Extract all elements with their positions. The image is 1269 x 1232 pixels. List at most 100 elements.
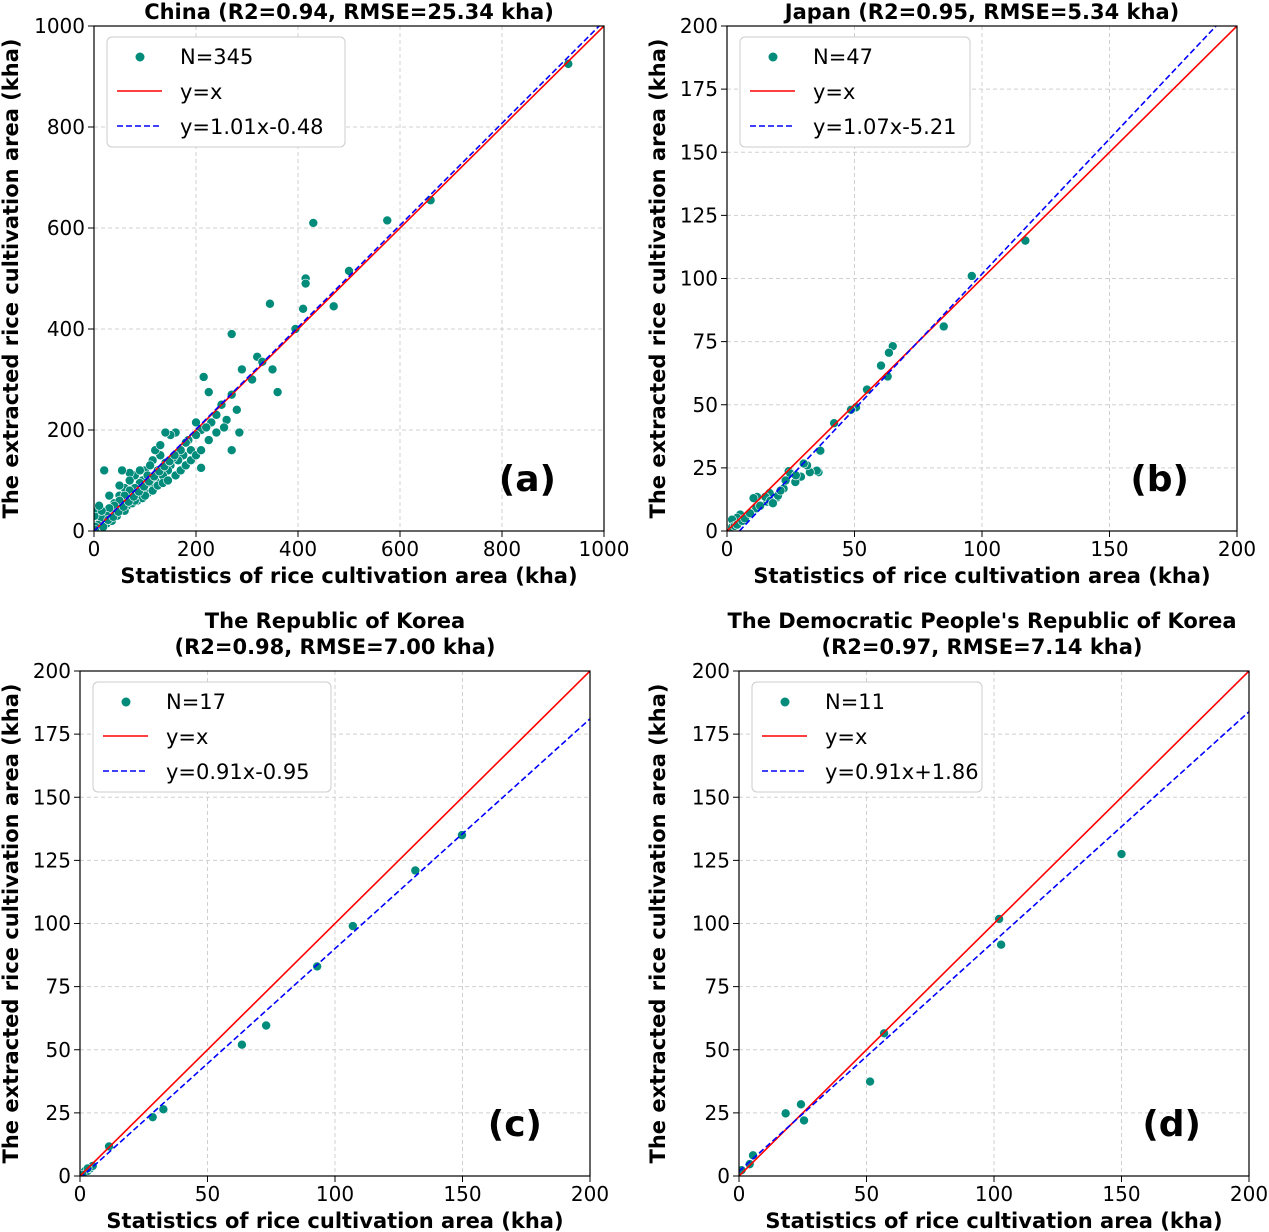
y-tick-label: 800 [47, 115, 85, 139]
x-tick-label: 200 [1230, 1182, 1268, 1206]
x-tick-label: 100 [316, 1182, 354, 1206]
panel-label: (b) [1130, 459, 1189, 500]
data-point [99, 465, 109, 476]
y-tick-label: 50 [693, 393, 718, 417]
data-point [744, 1159, 755, 1169]
y-tick-label: 175 [33, 722, 71, 746]
x-tick-label: 200 [1218, 537, 1256, 561]
x-tick-label: 0 [733, 1182, 746, 1206]
y-tick-label: 75 [46, 975, 71, 999]
data-point [815, 445, 826, 456]
data-point [94, 500, 104, 511]
y-tick-label: 0 [717, 1164, 730, 1188]
identity-line [727, 26, 1237, 531]
plot-area [94, 26, 604, 531]
legend-label: N=345 [180, 45, 253, 69]
identity-line [739, 671, 1249, 1176]
data-point [198, 372, 209, 382]
x-tick-label: 150 [443, 1182, 481, 1206]
data-point [265, 298, 275, 309]
data-point [966, 271, 977, 281]
data-point [160, 427, 171, 438]
legend-label: y=x [166, 725, 208, 749]
data-point [124, 475, 135, 486]
data-point [563, 59, 574, 69]
plot-area [80, 671, 590, 1176]
subplot-d: 0 50 100 150 200 0 25 50 75 100 125 150 175 200 N=11 y=… [646, 609, 1268, 1232]
panel-label: (d) [1142, 1104, 1201, 1145]
plot-area [739, 671, 1249, 1176]
data-point [829, 418, 839, 428]
data-point [996, 939, 1006, 950]
y-tick-label: 125 [692, 848, 730, 872]
x-axis-label: Statistics of rice cultivation area (kha… [753, 564, 1210, 588]
data-point [862, 384, 872, 395]
x-tick-label: 200 [571, 1182, 609, 1206]
data-point [232, 404, 242, 415]
panel-label: (a) [499, 459, 556, 500]
data-point [155, 440, 166, 450]
fit-line [94, 26, 601, 531]
data-point [1020, 235, 1031, 246]
data-point [117, 465, 127, 476]
y-tick-label: 25 [693, 456, 718, 480]
data-point [135, 465, 145, 476]
data-point [145, 460, 155, 471]
data-point [158, 1104, 169, 1115]
data-point [104, 490, 115, 501]
subplot-title: (R2=0.97, RMSE=7.14 kha) [821, 635, 1142, 659]
x-tick-label: 100 [975, 1182, 1013, 1206]
y-axis-label: The extracted rice cultivation area (kha… [0, 684, 23, 1164]
data-point [846, 404, 856, 415]
data-point [775, 485, 786, 496]
data-point [226, 445, 237, 456]
x-tick-label: 1000 [579, 537, 630, 561]
y-axis-label: The extracted rice cultivation area (kha… [0, 39, 23, 519]
data-point [768, 498, 778, 509]
plot-area [727, 26, 1237, 531]
subplot-title: China (R2=0.94, RMSE=25.34 kha) [144, 0, 554, 24]
y-tick-label: 100 [692, 912, 730, 936]
y-tick-label: 0 [58, 1164, 71, 1188]
legend-label: y=x [180, 80, 222, 104]
data-point [780, 475, 791, 486]
x-tick-label: 100 [963, 537, 1001, 561]
y-tick-label: 200 [33, 659, 71, 683]
data-point [748, 493, 759, 503]
data-point [191, 417, 201, 428]
x-tick-label: 50 [854, 1182, 879, 1206]
y-tick-label: 200 [680, 14, 718, 38]
data-point [234, 427, 245, 438]
legend-label: y=x [813, 80, 855, 104]
axes-frame [93, 25, 605, 532]
legend-label: y=0.91x+1.86 [825, 760, 979, 784]
x-tick-label: 600 [381, 537, 419, 561]
data-point [348, 921, 358, 931]
data-point [181, 437, 191, 448]
data-point [219, 422, 229, 433]
data-point [739, 1165, 747, 1175]
legend: N=17 y=x y=0.91x-0.95 [92, 681, 332, 793]
data-point [203, 387, 214, 397]
data-point [884, 347, 894, 358]
fit-line [738, 26, 1218, 531]
subplot-b: 0 50 100 150 200 0 25 50 75 100 125 150 175 200 N=47 y=… [646, 0, 1256, 588]
subplot-c: 0 50 100 150 200 0 25 50 75 100 125 150 175 200 N=17 y=… [0, 609, 609, 1232]
y-tick-label: 150 [33, 785, 71, 809]
y-tick-label: 75 [705, 975, 730, 999]
y-tick-label: 600 [47, 216, 85, 240]
data-point [382, 215, 393, 226]
x-tick-label: 50 [842, 537, 867, 561]
axes-frame [726, 25, 1238, 532]
y-tick-label: 125 [680, 203, 718, 227]
x-tick-label: 400 [279, 537, 317, 561]
panel-label: (c) [488, 1104, 542, 1145]
data-point [261, 1020, 271, 1031]
legend-label: y=0.91x-0.95 [166, 760, 310, 784]
y-tick-label: 0 [72, 519, 85, 543]
data-point [114, 480, 125, 491]
x-axis-label: Statistics of rice cultivation area (kha… [106, 1209, 563, 1232]
axes-frame [79, 670, 591, 1177]
legend-box [106, 36, 346, 148]
